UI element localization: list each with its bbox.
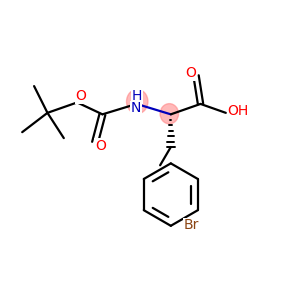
Text: N: N — [130, 101, 141, 116]
Ellipse shape — [160, 103, 178, 124]
Text: O: O — [95, 139, 106, 152]
Text: O: O — [75, 89, 86, 103]
Text: O: O — [185, 66, 196, 80]
Text: Br: Br — [183, 218, 199, 232]
Text: OH: OH — [228, 104, 249, 118]
Ellipse shape — [127, 89, 148, 114]
Text: H: H — [132, 89, 142, 103]
